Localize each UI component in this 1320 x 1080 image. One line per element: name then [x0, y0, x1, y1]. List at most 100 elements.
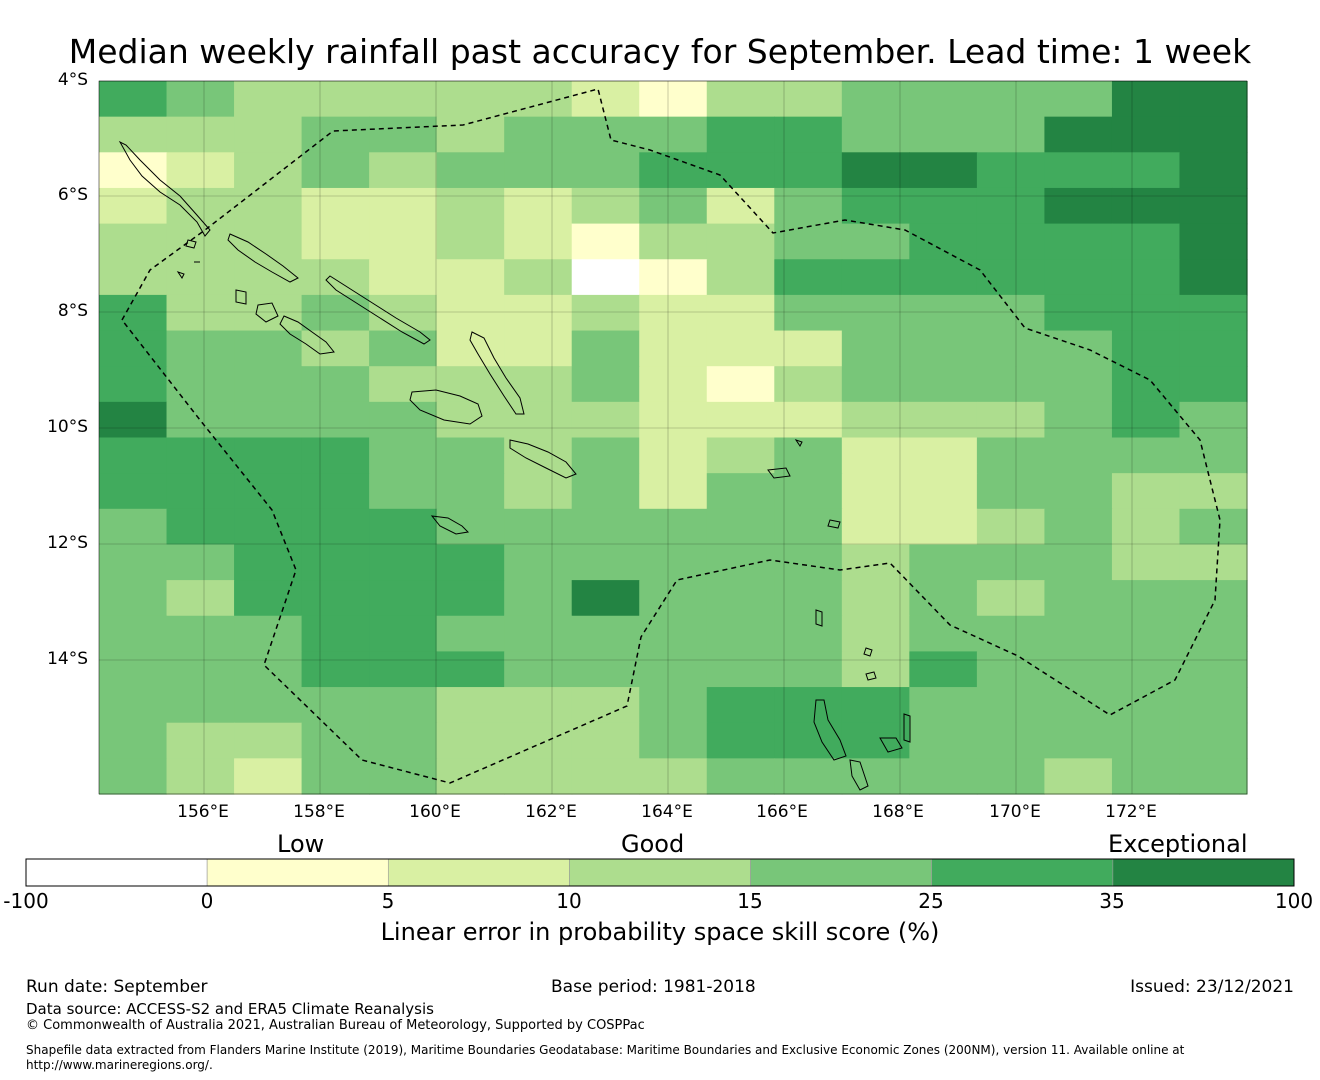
- lat-label-12s: 12°S: [47, 533, 88, 553]
- grid-cell: [504, 152, 573, 189]
- grid-cell: [166, 330, 235, 367]
- grid-cell: [436, 366, 505, 403]
- grid-cell: [774, 81, 843, 118]
- grid-cell: [706, 366, 775, 403]
- grid-cell: [706, 544, 775, 581]
- grid-cell: [639, 544, 708, 581]
- grid-cell: [1044, 722, 1113, 759]
- grid-cell: [1111, 152, 1181, 189]
- grid-cell: [504, 116, 573, 153]
- grid-cell: [369, 401, 438, 439]
- grid-cell: [99, 152, 168, 189]
- grid-cell: [99, 187, 168, 225]
- grid-cell: [706, 651, 775, 688]
- grid-cell: [504, 473, 573, 510]
- grid-cell: [1111, 401, 1181, 439]
- grid-cell: [1179, 294, 1248, 332]
- grid-cell: [301, 437, 370, 474]
- grid-cell: [909, 687, 978, 724]
- grid-cell: [1179, 580, 1248, 617]
- grid-cell: [1179, 152, 1248, 189]
- grid-cell: [774, 187, 843, 225]
- grid-cell: [436, 223, 505, 260]
- grid-cell: [234, 687, 303, 724]
- santa-cruz-islands: [767, 439, 841, 529]
- grid-cell: [571, 152, 640, 189]
- grid-cell: [99, 366, 168, 403]
- grid-cell: [234, 152, 303, 189]
- grid-cell: [639, 152, 708, 189]
- grid-cell: [706, 187, 775, 225]
- colorbar-tick: 35: [1099, 889, 1125, 913]
- grid-cell: [909, 473, 978, 510]
- colorbar-box: [1112, 858, 1295, 887]
- grid-cell: [1044, 437, 1113, 474]
- grid-cell: [976, 116, 1046, 153]
- grid-cell: [369, 615, 438, 652]
- lon-label-158e: 158°E: [293, 802, 345, 822]
- grid-cell: [571, 401, 640, 439]
- grid-cell: [99, 330, 168, 367]
- grid-cell: [166, 615, 235, 652]
- grid-cell: [976, 330, 1046, 367]
- grid-cell: [706, 152, 775, 189]
- grid-cell: [504, 223, 573, 260]
- data-source: Data source: ACCESS-S2 and ERA5 Climate …: [26, 1000, 434, 1018]
- lat-label-10s: 10°S: [47, 417, 88, 437]
- lon-label-164e: 164°E: [641, 802, 693, 822]
- grid-cell: [706, 473, 775, 510]
- grid-cell: [774, 152, 843, 189]
- grid-cell: [571, 722, 640, 759]
- island-outlines: [118, 140, 911, 791]
- grid-cell: [1111, 687, 1181, 724]
- grid-cell: [166, 580, 235, 617]
- colorbar-tick: -100: [3, 889, 49, 913]
- grid-cell: [1111, 259, 1181, 296]
- lon-label-156e: 156°E: [177, 802, 229, 822]
- grid-cell: [166, 223, 235, 260]
- grid-cell: [436, 152, 505, 189]
- grid-cell: [301, 152, 370, 189]
- grid-cell: [504, 651, 573, 688]
- grid-cell: [976, 259, 1046, 296]
- grid-cell: [1111, 722, 1181, 759]
- grid-cell: [166, 722, 235, 759]
- grid-cell: [234, 81, 303, 118]
- grid-cell: [706, 722, 775, 759]
- colorbar-tick: 100: [1274, 889, 1314, 913]
- grid-cell: [571, 223, 640, 260]
- espiritu-santo-island: [813, 699, 847, 761]
- grid-cell: [301, 473, 370, 510]
- colorbar-boxes: [25, 858, 1295, 887]
- colorbar-box: [206, 858, 389, 887]
- grid-cell: [1044, 758, 1113, 795]
- grid-cell: [639, 651, 708, 688]
- grid-cell: [976, 187, 1046, 225]
- grid-cell: [976, 580, 1046, 617]
- grid-cell: [774, 580, 843, 617]
- makira-island: [509, 439, 577, 479]
- grid-cell: [436, 722, 505, 759]
- colorbar-tick: 10: [556, 889, 582, 913]
- grid-cell: [1179, 187, 1248, 225]
- grid-cell: [1044, 259, 1113, 296]
- legend-category-low: Low: [277, 830, 325, 858]
- grid-cell: [1111, 294, 1181, 332]
- grid-cell: [1179, 366, 1248, 403]
- grid-cell: [909, 366, 978, 403]
- grid-cell: [369, 294, 438, 332]
- grid-cell: [841, 722, 910, 759]
- grid-cell: [976, 437, 1046, 474]
- grid-cell: [436, 259, 505, 296]
- grid-cell: [774, 223, 843, 260]
- colorbar-tick: 5: [381, 889, 395, 913]
- grid-cell: [976, 544, 1046, 581]
- grid-cell: [976, 366, 1046, 403]
- grid-cell: [504, 508, 573, 546]
- grid-cell: [1111, 473, 1181, 510]
- grid-cell: [369, 722, 438, 759]
- grid-cell: [166, 259, 235, 296]
- choiseul-island: [227, 233, 299, 283]
- grid-cell: [774, 722, 843, 759]
